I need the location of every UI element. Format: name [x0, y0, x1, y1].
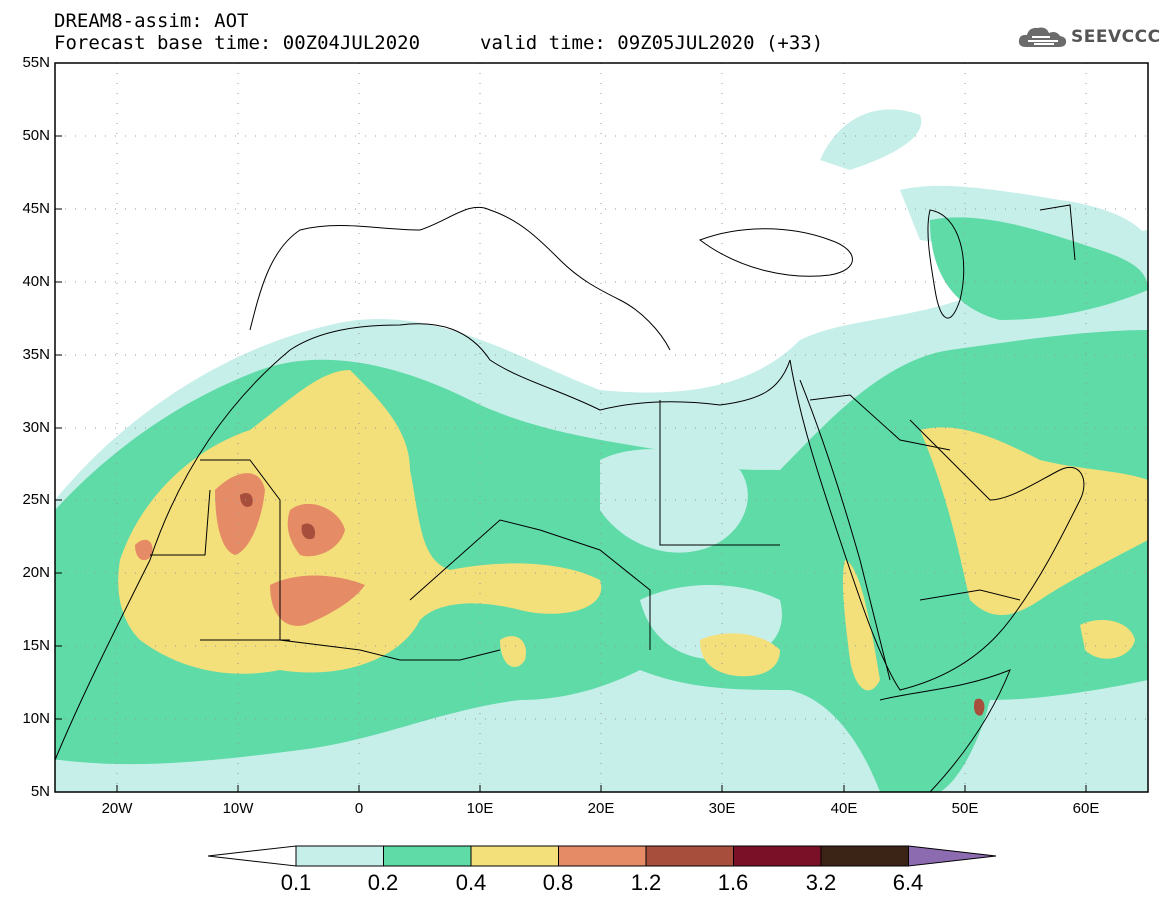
lon-label: 50E: [951, 800, 979, 817]
aot-band-0.4: [500, 636, 526, 668]
colorbar-cell-6: [820, 845, 909, 867]
colorbar-label: 1.6: [717, 870, 749, 895]
aot-band-1.2: [240, 493, 253, 507]
coastline-north-africa: [55, 323, 791, 761]
aot-band-0.8: [270, 575, 365, 626]
coastline-europe: [249, 206, 671, 351]
aot-band-0.4: [920, 427, 1148, 615]
lon-label: 60E: [1072, 800, 1100, 817]
lat-label: 45N: [22, 200, 50, 217]
colorbar-label: 0.2: [367, 870, 399, 895]
aot-band-0.4: [118, 370, 602, 674]
colorbar-label: 3.2: [805, 870, 837, 895]
colorbar-cell-5: [733, 845, 822, 867]
border-sahara: [200, 400, 780, 651]
logo-text: SEEVCCC: [1071, 27, 1161, 47]
lat-label: 10N: [22, 710, 50, 727]
graticule: [55, 63, 1148, 792]
colorbar-cell-0: [295, 845, 384, 867]
axis-ticks: [55, 135, 1087, 792]
lon-label: 0: [354, 800, 364, 817]
lon-label: 10W: [222, 800, 254, 817]
lon-label: 20E: [587, 800, 615, 817]
colorbar-cell-2: [470, 845, 559, 867]
coastline-caspian: [927, 209, 965, 319]
forecast-base-time: Forecast base time: 00Z04JUL2020: [54, 32, 421, 54]
colorbar-label: 6.4: [892, 870, 924, 895]
colorbar-cell-1: [383, 845, 472, 867]
lon-label: 20W: [101, 800, 133, 817]
border-middle-east: [809, 204, 1076, 601]
coastline-arabia: [789, 359, 1085, 691]
lat-label: 40N: [22, 273, 50, 290]
colorbar-label: 1.2: [630, 870, 662, 895]
lon-label: 10E: [466, 800, 494, 817]
aot-band-1.2: [301, 523, 316, 540]
colorbar-over-arrow: [908, 845, 997, 867]
lat-label: 5N: [30, 783, 50, 800]
valid-time: valid time: 09Z05JUL2020 (+33): [480, 32, 824, 54]
colorbar-label: 0.8: [542, 870, 574, 895]
aot-band-0.8: [287, 503, 345, 557]
coastline-black-sea: [698, 228, 853, 277]
cloud-icon: [1018, 27, 1067, 47]
aot-band-0.2: [930, 217, 1148, 320]
colorbar-cell-3: [558, 845, 647, 867]
aot-band-0.4: [842, 560, 880, 691]
aot-band-0.4: [700, 633, 780, 677]
lat-label: 15N: [22, 637, 50, 654]
lon-label: 40E: [830, 800, 858, 817]
aot-band-1.2: [973, 698, 985, 716]
aot-band-0.8: [135, 539, 153, 561]
aot-band-0.1-hole: [600, 449, 748, 553]
lat-label: 30N: [22, 419, 50, 436]
colorbar-cell-4: [645, 845, 734, 867]
border-sahel: [150, 489, 501, 661]
aot-field: [55, 109, 1148, 792]
lat-label: 25N: [22, 491, 50, 508]
chart-title: DREAM8-assim: AOT: [54, 10, 249, 32]
lat-label: 20N: [22, 564, 50, 581]
lon-label: 30E: [708, 800, 736, 817]
lat-label: 55N: [22, 54, 50, 71]
coastline-horn: [879, 669, 1011, 792]
aot-band-0.4: [1080, 620, 1135, 659]
aot-band-0.1: [820, 109, 922, 170]
coastlines: [55, 204, 1085, 792]
seevccc-logo: SEEVCCC: [1016, 24, 1161, 50]
colorbar-under-arrow: [207, 845, 297, 867]
lat-label: 50N: [22, 127, 50, 144]
aot-band-0.8: [215, 473, 265, 555]
colorbar: [207, 845, 997, 867]
coastline-red-sea: [799, 379, 891, 681]
lat-label: 35N: [22, 346, 50, 363]
colorbar-label: 0.1: [280, 870, 312, 895]
colorbar-label: 0.4: [455, 870, 487, 895]
